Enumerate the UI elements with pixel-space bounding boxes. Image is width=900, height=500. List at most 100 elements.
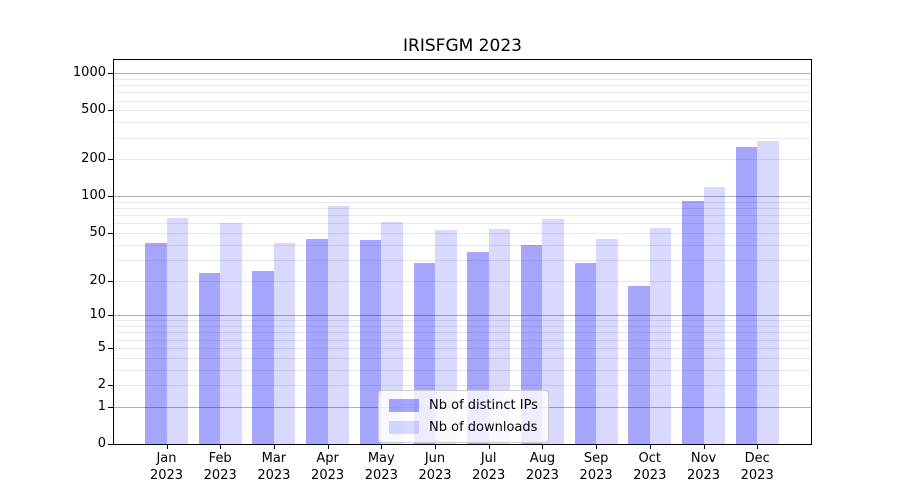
legend-item-downloads: Nb of downloads <box>389 420 538 435</box>
x-tick-mark-mar <box>273 445 275 449</box>
grid-line-minor-80 <box>114 208 811 210</box>
y-tick-label-50: 50 <box>89 224 106 240</box>
bar-distinct-ips-may <box>359 239 382 444</box>
x-tick-mark-jul <box>488 445 490 449</box>
grid-line-minor-70 <box>114 215 811 217</box>
bar-distinct-ips-apr <box>306 238 328 444</box>
y-tick-mark-500 <box>108 110 113 112</box>
y-tick-label-10: 10 <box>89 307 106 323</box>
bar-downloads-feb <box>220 222 242 444</box>
grid-line-minor-700 <box>114 92 811 94</box>
x-tick-label-year: 2023 <box>740 468 774 483</box>
grid-line-minor-20 <box>114 280 811 282</box>
x-tick-label-year: 2023 <box>525 468 559 483</box>
grid-line-major-1000 <box>114 73 811 75</box>
bar-distinct-ips-oct <box>628 285 650 444</box>
grid-line-minor-5 <box>114 347 811 349</box>
grid-line-minor-90 <box>114 201 811 203</box>
grid-line-minor-30 <box>114 259 811 261</box>
x-tick-label-jun: Jun 2023 <box>403 450 467 484</box>
grid-line-minor-600 <box>114 100 811 102</box>
x-tick-mark-feb <box>220 445 222 449</box>
bar-downloads-oct <box>649 227 672 444</box>
x-tick-label-nov: Nov 2023 <box>672 450 736 484</box>
bar-distinct-ips-feb <box>198 273 221 444</box>
x-tick-mark-oct <box>649 445 651 449</box>
x-tick-mark-apr <box>327 445 329 449</box>
grid-line-minor-400 <box>114 122 811 124</box>
x-tick-label-sep: Sep 2023 <box>564 450 628 484</box>
grid-line-minor-3 <box>114 369 811 371</box>
y-tick-mark-20 <box>108 280 113 282</box>
y-tick-label-1000: 1000 <box>72 65 106 81</box>
bar-downloads-dec <box>757 141 779 444</box>
x-tick-label-year: 2023 <box>203 468 237 483</box>
bar-downloads-aug <box>542 219 564 444</box>
legend-label-downloads: Nb of downloads <box>429 420 538 435</box>
y-tick-mark-1 <box>108 406 113 408</box>
y-tick-mark-100 <box>108 196 113 198</box>
bar-downloads-mar <box>273 243 296 444</box>
y-tick-mark-200 <box>108 159 113 161</box>
x-tick-label-year: 2023 <box>472 468 506 483</box>
grid-line-major-100 <box>114 196 811 198</box>
x-tick-label-month: Feb <box>208 451 232 466</box>
x-tick-label-year: 2023 <box>418 468 452 483</box>
x-tick-label-mar: Mar 2023 <box>242 450 306 484</box>
y-tick-label-2: 2 <box>97 377 106 393</box>
x-tick-label-jan: Jan 2023 <box>135 450 199 484</box>
x-tick-label-year: 2023 <box>311 468 345 483</box>
x-tick-label-feb: Feb 2023 <box>188 450 252 484</box>
x-tick-label-month: Oct <box>638 451 662 466</box>
x-tick-label-apr: Apr 2023 <box>296 450 360 484</box>
bar-distinct-ips-sep <box>574 263 597 444</box>
x-tick-label-month: Jan <box>156 451 177 466</box>
x-tick-label-year: 2023 <box>149 468 184 483</box>
grid-line-minor-7 <box>114 332 811 334</box>
x-tick-label-aug: Aug 2023 <box>510 450 574 484</box>
y-tick-label-20: 20 <box>89 272 106 288</box>
bar-downloads-jan <box>166 218 188 444</box>
grid-line-minor-60 <box>114 223 811 225</box>
x-tick-mark-aug <box>542 445 544 449</box>
x-tick-label-may: May 2023 <box>349 450 413 484</box>
x-tick-label-year: 2023 <box>686 468 721 483</box>
y-tick-label-1: 1 <box>97 398 106 414</box>
x-tick-mark-may <box>381 445 383 449</box>
grid-line-minor-8 <box>114 326 811 328</box>
y-tick-mark-5 <box>108 347 113 349</box>
x-tick-label-dec: Dec 2023 <box>725 450 789 484</box>
plot-area: Nb of distinct IPs Nb of downloads <box>113 59 812 445</box>
legend-label-distinct-ips: Nb of distinct IPs <box>429 398 538 413</box>
bar-downloads-sep <box>596 238 618 444</box>
x-tick-mark-dec <box>757 445 759 449</box>
x-tick-label-month: Sep <box>583 451 609 466</box>
bar-downloads-apr <box>327 205 350 444</box>
bar-downloads-nov <box>703 186 725 444</box>
legend-swatch-distinct-ips <box>389 399 419 412</box>
x-tick-label-month: Apr <box>316 451 339 466</box>
x-tick-label-year: 2023 <box>257 468 291 483</box>
grid-line-minor-500 <box>114 110 811 112</box>
x-tick-label-month: Jun <box>424 451 446 466</box>
grid-line-minor-300 <box>114 137 811 139</box>
grid-line-minor-40 <box>114 244 811 246</box>
grid-line-minor-2 <box>114 385 811 387</box>
x-tick-label-year: 2023 <box>364 468 398 483</box>
x-tick-label-month: Dec <box>744 451 770 466</box>
x-tick-label-month: Mar <box>261 451 287 466</box>
y-tick-mark-10 <box>108 315 113 317</box>
grid-line-minor-50 <box>114 232 811 234</box>
grid-line-minor-6 <box>114 339 811 341</box>
x-tick-label-year: 2023 <box>633 468 667 483</box>
bar-distinct-ips-jan <box>145 243 167 444</box>
x-tick-mark-nov <box>703 445 705 449</box>
grid-line-major-10 <box>114 315 811 317</box>
y-tick-mark-50 <box>108 232 113 234</box>
y-tick-label-5: 5 <box>97 339 106 355</box>
legend: Nb of distinct IPs Nb of downloads <box>378 390 549 443</box>
x-tick-mark-jun <box>435 445 436 449</box>
y-tick-label-500: 500 <box>81 102 106 118</box>
bar-downloads-may <box>381 221 403 444</box>
